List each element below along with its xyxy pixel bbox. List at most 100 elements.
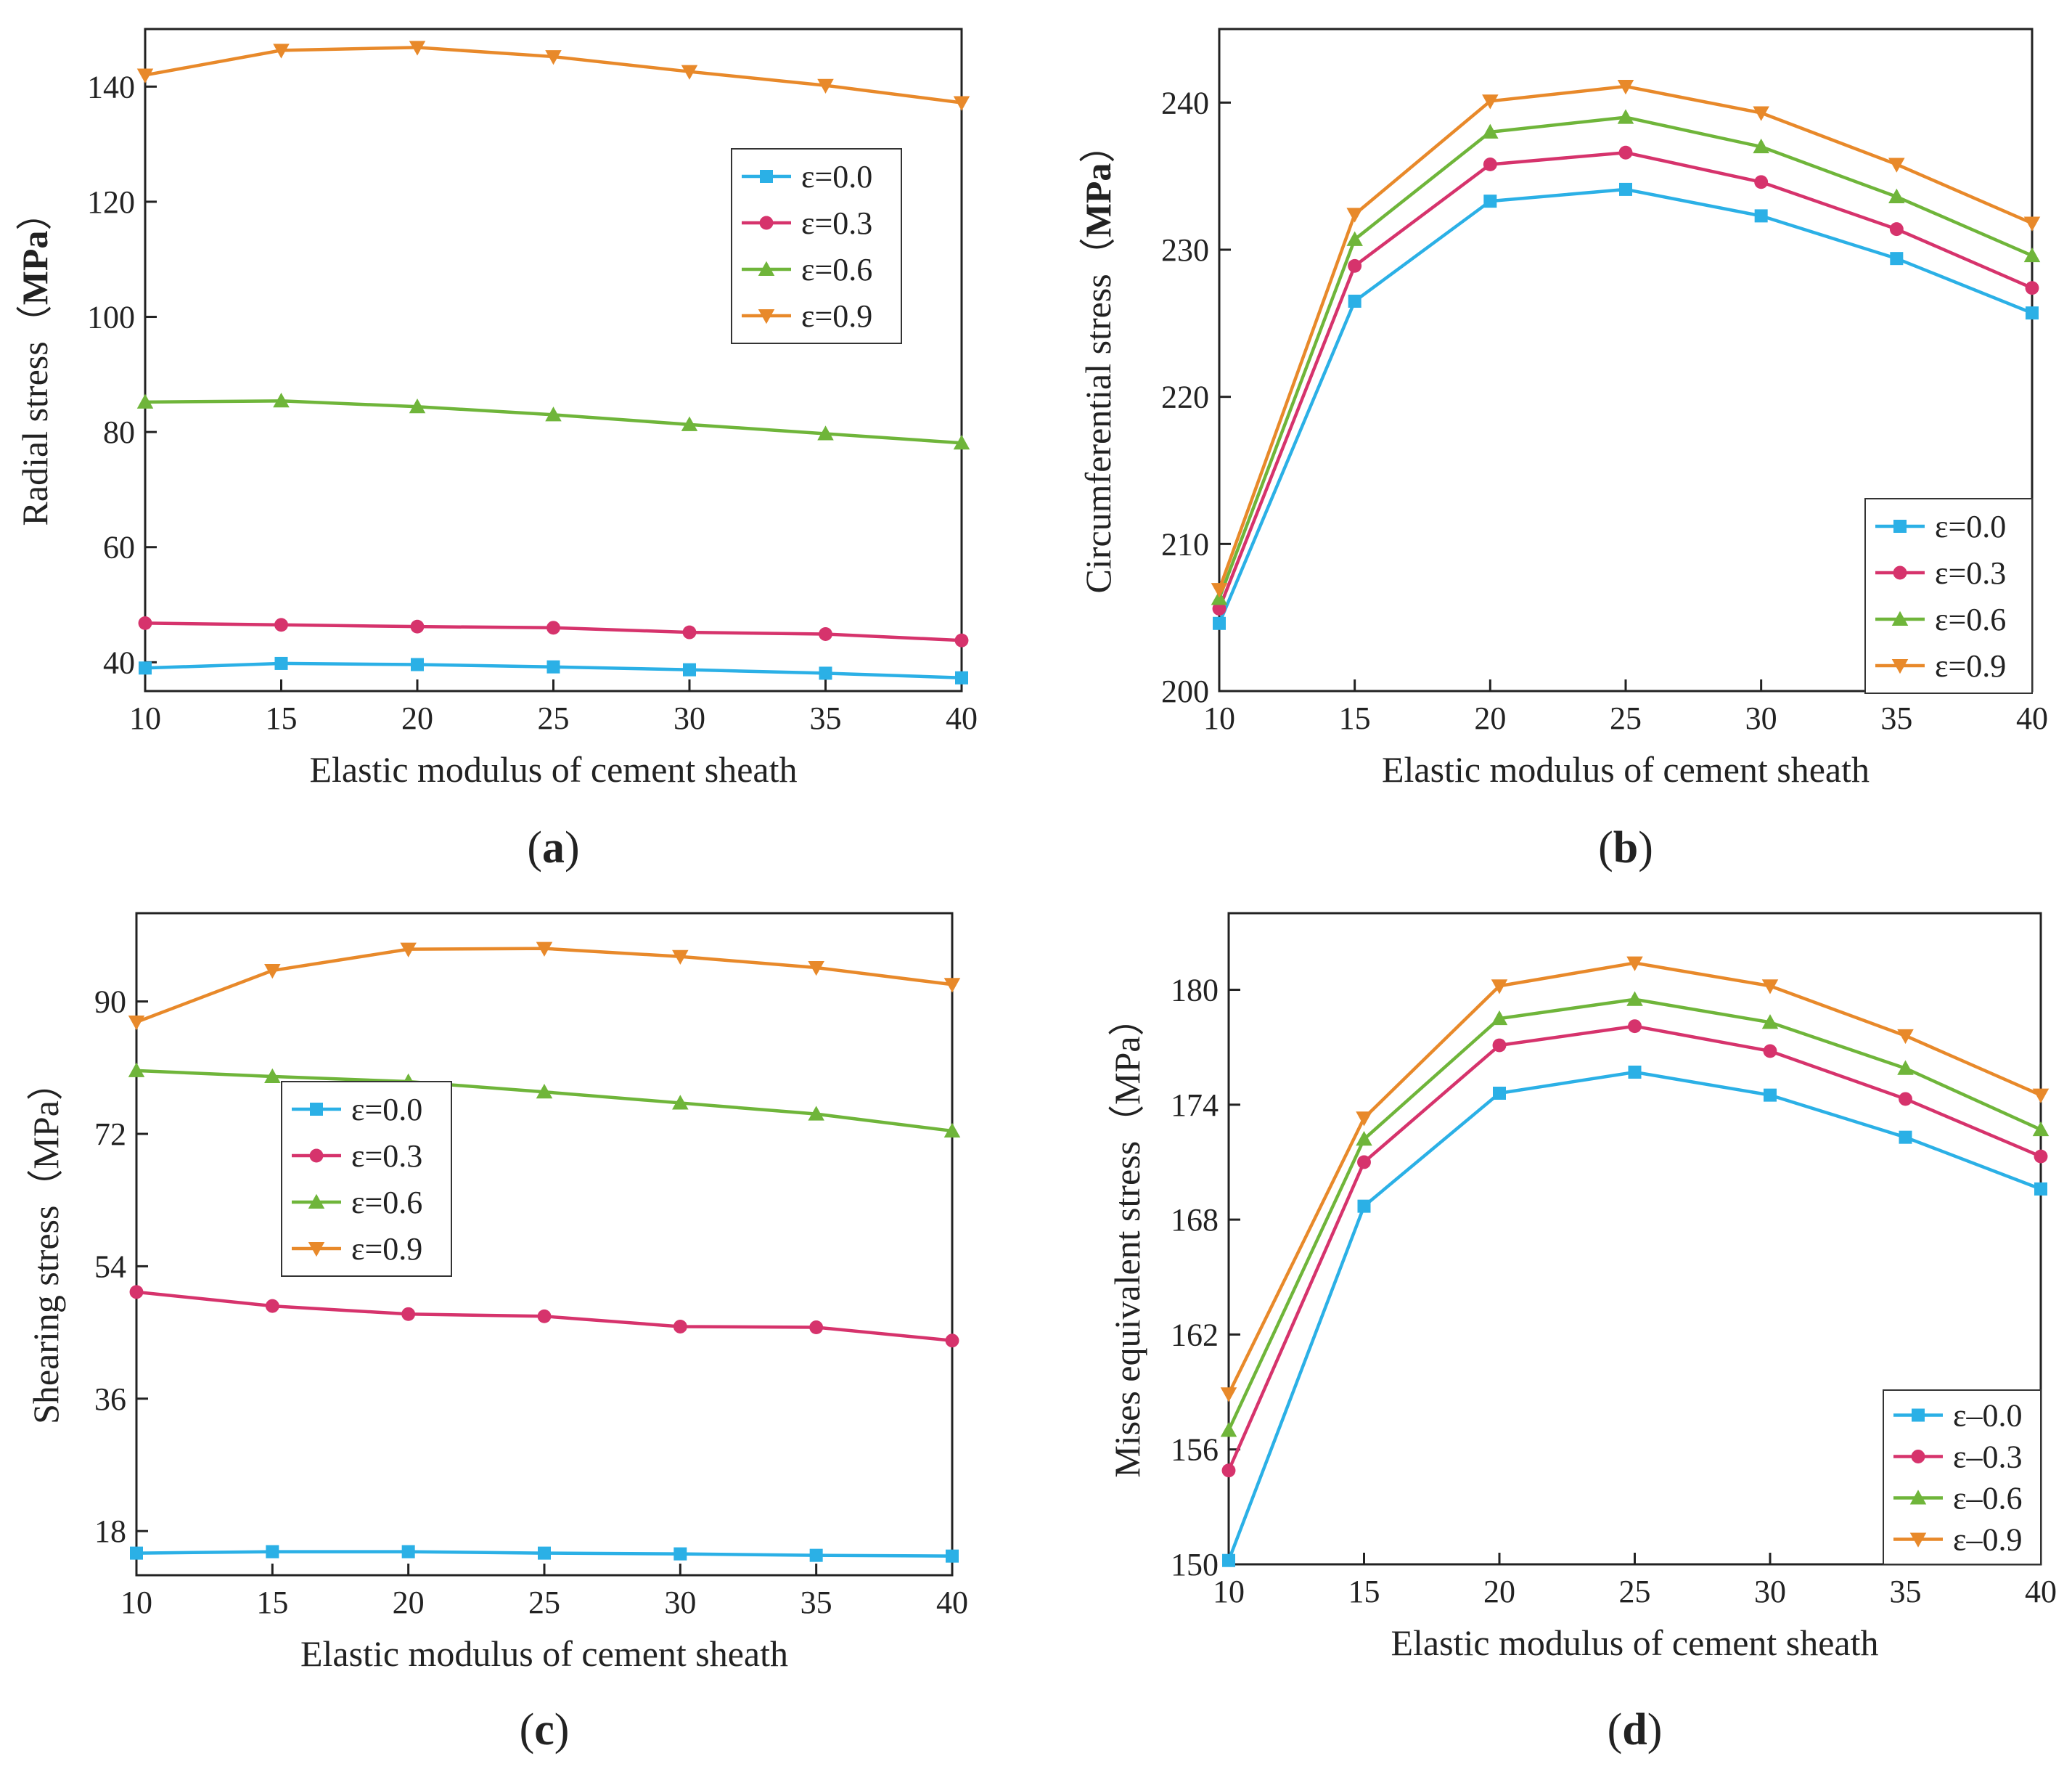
series-0 (1213, 182, 2039, 630)
series-3 (1220, 956, 2050, 1402)
x-tick-label: 20 (1483, 1574, 1515, 1609)
data-point (1626, 956, 1643, 971)
data-point (2032, 1088, 2050, 1103)
data-point (1888, 188, 1905, 204)
legend-label: ε=0.0 (801, 159, 872, 195)
legend-label: ε–0.6 (1953, 1481, 2022, 1516)
x-tick-label: 40 (946, 700, 978, 736)
data-point (537, 1309, 552, 1323)
x-tick-label: 10 (1203, 700, 1235, 736)
data-point (943, 1122, 961, 1137)
panel-label: (b) (1598, 823, 1653, 873)
y-tick-label: 18 (94, 1514, 126, 1549)
data-point (808, 1106, 824, 1121)
data-point (2034, 1149, 2048, 1164)
y-tick-label: 140 (87, 69, 135, 105)
data-point (1753, 138, 1769, 154)
data-point (536, 941, 553, 957)
series-1 (1212, 145, 2039, 616)
data-point (953, 96, 970, 111)
x-tick-label: 40 (2016, 700, 2048, 736)
data-point (2026, 306, 2039, 320)
y-tick-label: 168 (1171, 1202, 1219, 1238)
x-tick-label: 25 (528, 1585, 560, 1620)
y-tick-label: 54 (94, 1249, 126, 1284)
legend-item: ε=0.6 (1875, 602, 2006, 637)
data-point (673, 1547, 687, 1561)
data-point (1492, 1038, 1507, 1053)
x-tick-label: 20 (1474, 700, 1506, 736)
legend-label: ε–0.0 (1953, 1398, 2022, 1434)
series-1 (129, 1285, 959, 1348)
data-point (1628, 1019, 1642, 1034)
data-point (683, 663, 696, 677)
legend-marker (1909, 1490, 1927, 1505)
data-point (817, 425, 834, 441)
x-tick-label: 10 (1213, 1574, 1245, 1609)
legend-box (1883, 1389, 2042, 1565)
legend-item: ε=0.0 (1875, 509, 2006, 544)
data-point (682, 625, 697, 640)
data-point (266, 1545, 279, 1559)
legend-marker (310, 1103, 323, 1116)
legend: ε=0.0 ε=0.3 ε=0.6 ε=0.9 (281, 1081, 452, 1277)
data-point (1618, 145, 1633, 160)
legend-marker (1893, 520, 1907, 533)
x-tick-label: 40 (2025, 1574, 2057, 1609)
data-point (809, 1320, 824, 1334)
plot-frame (135, 912, 954, 1577)
legend-item: ε=0.6 (742, 252, 872, 287)
data-point (273, 44, 290, 59)
series-1 (138, 616, 969, 648)
x-tick-label: 15 (266, 700, 298, 736)
data-point (1628, 1065, 1642, 1079)
data-point (546, 621, 560, 635)
data-point (1348, 294, 1361, 308)
data-point (1491, 1010, 1508, 1026)
chart-circumferential-stress: 10 15 20 25 30 35 40 200 210 220 230 240 Elastic mod… (1078, 28, 2048, 873)
x-tick-label: 30 (664, 1585, 696, 1620)
data-point (2023, 247, 2041, 263)
data-point (130, 1546, 143, 1560)
data-point (264, 1068, 281, 1083)
x-tick-label: 25 (538, 700, 570, 736)
y-tick-label: 80 (103, 414, 135, 450)
series-1 (1221, 1019, 2048, 1478)
data-point (128, 1062, 145, 1077)
y-axis-title: Mises equivalent stress（MPa） (1107, 1000, 1147, 1477)
legend-label: ε=0.3 (351, 1138, 422, 1174)
legend-item: ε–0.0 (1893, 1398, 2022, 1434)
data-point (401, 1307, 416, 1321)
x-axis-title: Elastic modulus of cement sheath (1391, 1622, 1878, 1663)
legend-item: ε=0.6 (292, 1185, 422, 1220)
legend-marker (1893, 565, 1907, 580)
series-line (136, 947, 953, 1024)
y-tick-label: 72 (94, 1116, 126, 1152)
y-tick-label: 210 (1161, 526, 1209, 562)
y-tick-label: 220 (1161, 380, 1209, 415)
y-tick-label: 230 (1161, 232, 1209, 268)
data-point (1213, 616, 1226, 630)
y-tick-label: 180 (1171, 973, 1219, 1008)
legend-label: ε=0.9 (1935, 648, 2006, 684)
x-tick-label: 10 (129, 700, 161, 736)
data-point (1211, 583, 1228, 598)
data-point (1617, 80, 1634, 95)
y-tick-label: 36 (94, 1381, 126, 1417)
legend-label: ε=0.9 (801, 298, 872, 334)
data-point (401, 1545, 415, 1559)
data-point (1493, 1086, 1506, 1100)
data-point (1212, 602, 1227, 616)
data-point (129, 1285, 144, 1299)
plot-frame (144, 28, 963, 693)
legend-marker (308, 1193, 325, 1209)
y-tick-label: 150 (1171, 1547, 1219, 1582)
data-point (809, 1548, 823, 1562)
panel-label: (c) (520, 1705, 570, 1755)
data-point (538, 1546, 551, 1560)
legend-label: ε–0.3 (1953, 1439, 2022, 1475)
data-point (1348, 258, 1362, 273)
data-point (1357, 1199, 1371, 1213)
series-0 (130, 1545, 959, 1563)
